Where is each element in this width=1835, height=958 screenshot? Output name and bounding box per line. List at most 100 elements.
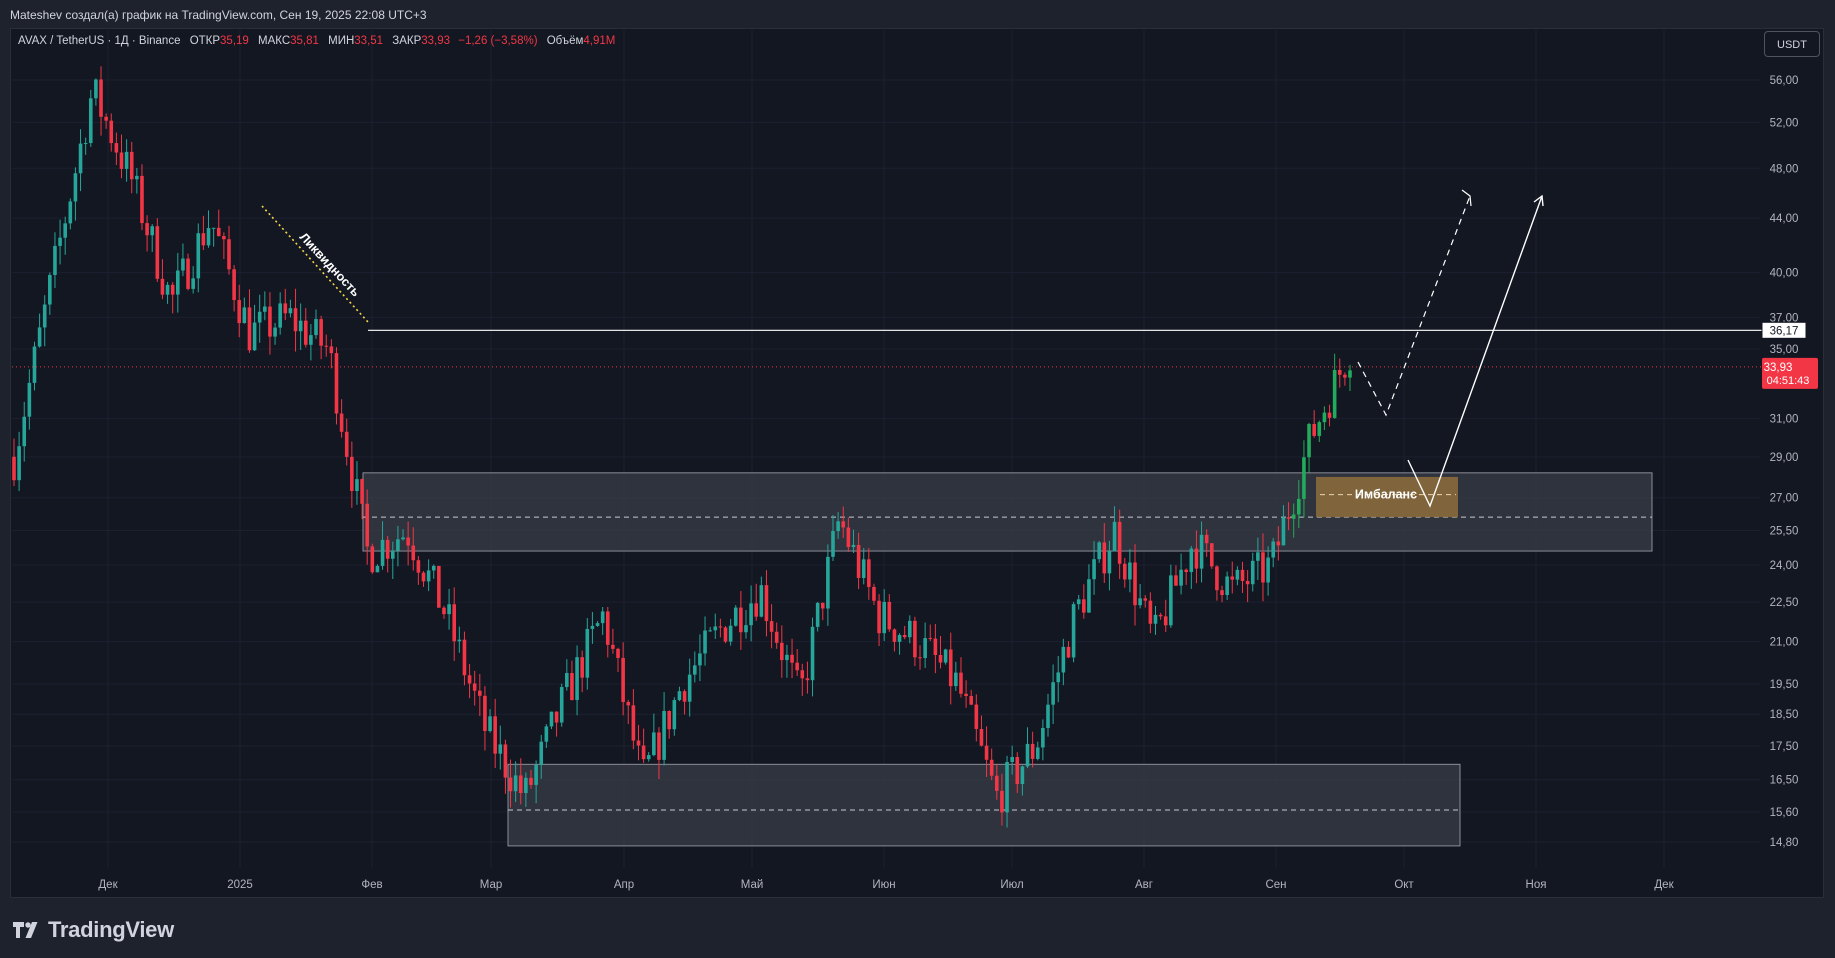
candle-body [1189,548,1194,573]
candle-body [360,479,364,504]
candle-body [1261,552,1265,583]
legend-symbol[interactable]: AVAX / TetherUS · 1Д · Binance [18,35,181,47]
candle-body [252,322,257,351]
candle-body [370,546,375,573]
candle-body [1148,600,1153,624]
candle-body [442,607,446,615]
candle-body [621,657,625,702]
candle-body [641,745,646,760]
x-tick-label: Авг [1135,879,1153,891]
candle-body [554,711,559,723]
y-tick-label: 44,00 [1770,213,1799,225]
y-tick-label: 17,50 [1770,741,1799,753]
candle-body [989,759,994,776]
candle-body [652,732,656,756]
resistance-price-label: 36,17 [1770,325,1799,337]
liquidity-line [261,205,369,323]
candle-body [1348,370,1352,378]
candle-body [257,311,262,323]
candle-body [1240,569,1245,581]
candle-body [1046,704,1050,728]
chart-frame[interactable] [10,28,1824,898]
candle-body [42,304,47,328]
candle-body [237,300,242,324]
candle-body [974,704,979,729]
candle-body [493,716,497,754]
y-tick-label: 40,00 [1770,268,1799,280]
candle-body [309,335,313,345]
candle-body [1225,576,1229,595]
legend-high: 35,81 [290,35,319,47]
last-price-label: 33,93 [1764,362,1793,374]
projection-solid-path [1407,195,1543,508]
y-tick-label: 31,00 [1770,414,1799,426]
lower-range-zone [507,763,1461,847]
candle-body [324,345,329,347]
candle-body [964,693,968,697]
candle-body [559,687,564,723]
candle-body [135,175,139,180]
candle-body [314,319,318,336]
candle-body [1332,369,1337,418]
candle-body [933,638,938,656]
candle-body [155,226,160,279]
candle-body [657,732,661,760]
currency-button[interactable]: USDT [1764,31,1820,57]
candle-body [1281,517,1286,546]
candle-body [1010,756,1014,762]
zones: Имбаланс [362,472,1653,847]
candle-body [472,683,477,691]
candle-body [984,745,989,760]
candle-body [437,565,441,608]
candle-body [1041,727,1045,748]
candle-body [401,537,405,540]
candle-body [181,258,185,271]
y-tick-label: 35,00 [1770,344,1799,356]
candle-body [1312,423,1316,436]
candle-body [1276,541,1281,546]
candle-body [902,635,907,638]
candle-body [723,627,728,642]
upper-range-zone [362,472,1653,552]
candle-body [795,662,799,671]
candle-body [165,284,170,295]
candle-body [411,545,416,561]
candle-body [1327,412,1332,418]
candle-body [698,653,702,666]
candle-body [785,654,789,661]
imbalance-label: Имбаланс [1355,488,1417,502]
tradingview-logo[interactable]: TradingView [12,916,174,944]
candle-body [380,539,385,566]
candle-body [503,744,508,778]
x-tick-label: Дек [98,879,118,891]
candle-body [196,233,201,279]
candle-body [1076,599,1081,605]
candle-body [600,611,605,624]
candle-body [744,625,748,633]
candle-body [1087,579,1091,613]
candle-body [129,151,134,180]
candle-body [176,270,180,295]
candle-body [1204,534,1209,544]
candle-body [1020,766,1025,785]
candle-body [948,649,953,687]
candle-body [12,456,16,481]
candle-body [1092,559,1096,580]
candle-body [58,237,62,246]
candle-body [1256,552,1260,561]
candle-body [268,306,272,337]
candle-body [37,327,42,347]
candle-body [1128,562,1132,580]
candle-body [1030,743,1035,759]
candle-body [739,607,743,633]
countdown-label: 04:51:43 [1767,375,1810,387]
y-tick-label: 52,00 [1770,117,1799,129]
candle-body [94,79,98,99]
candle-body [1235,569,1240,580]
candle-body [713,626,718,631]
candle-body [733,607,738,626]
candle-body [954,672,958,687]
y-tick-label: 56,00 [1770,75,1799,87]
candle-body [1215,566,1219,591]
